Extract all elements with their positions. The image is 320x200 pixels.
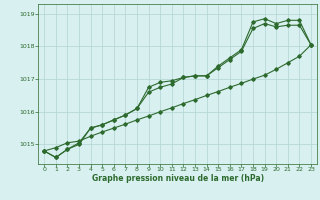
- X-axis label: Graphe pression niveau de la mer (hPa): Graphe pression niveau de la mer (hPa): [92, 174, 264, 183]
